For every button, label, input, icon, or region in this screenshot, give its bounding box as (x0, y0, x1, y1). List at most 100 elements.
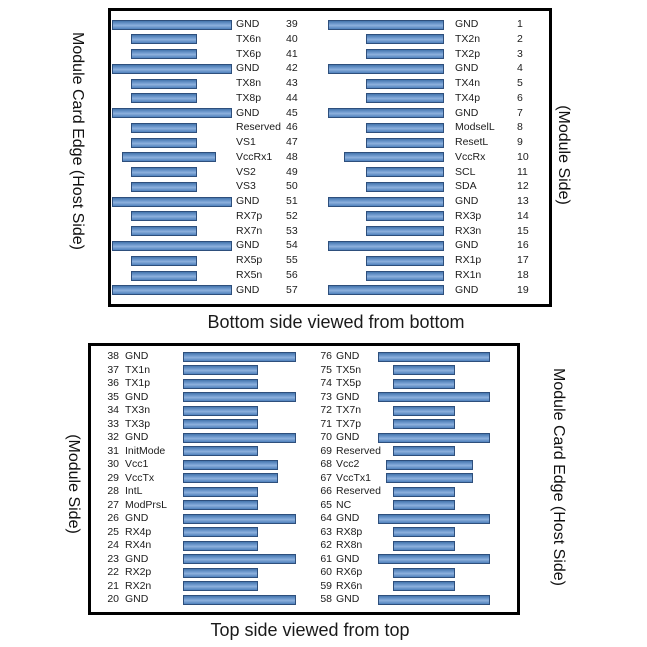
pin-pad-bar (393, 500, 455, 510)
pin-name: Vcc1 (125, 458, 149, 470)
pin-name: RX7n (236, 224, 263, 237)
pin-number: 75 (320, 363, 332, 376)
pin-number: 34 (107, 404, 119, 416)
pin-pad-bar (183, 419, 258, 429)
pin-row-30: 30 Vcc1 (99, 459, 314, 470)
pin-name: VS2 (236, 165, 256, 178)
pin-pad-bar (112, 285, 232, 296)
pin-row-51: GND 51 (112, 196, 322, 207)
pin-pad-bar (366, 78, 444, 89)
pin-pad-bar (131, 255, 197, 266)
pin-name: RX4n (125, 539, 152, 551)
pin-name: GND (236, 106, 260, 119)
pin-pad-bar (393, 446, 455, 456)
pin-name: Reserved (336, 485, 381, 497)
pin-number: 61 (320, 552, 332, 565)
pin-name: GND (125, 552, 149, 565)
pin-row-25: 25 RX4p (99, 525, 314, 538)
pin-row-46: Reserved 46 (112, 122, 322, 133)
pin-number: 68 (320, 458, 332, 470)
pin-row-37: 37 TX1n (99, 363, 314, 376)
pin-number: 11 (517, 165, 528, 178)
pin-number: 37 (107, 363, 119, 376)
pin-name: TX3n (125, 404, 151, 416)
pin-pad-bar (183, 365, 258, 375)
pin-pad-bar (183, 473, 278, 483)
pin-name: TX6p (236, 47, 262, 60)
pin-row-56: RX5n 56 (112, 270, 322, 281)
pin-pad-bar (131, 49, 197, 60)
pin-number: 32 (107, 431, 119, 443)
pin-pad-bar (366, 255, 444, 266)
pin-name: RX6p (336, 566, 363, 578)
pin-name: NC (336, 498, 352, 511)
pin-number: 71 (320, 417, 332, 430)
pin-pad-bar (131, 122, 197, 133)
pin-row-47: VS1 47 (112, 137, 322, 148)
pin-row-13: GND 13 (326, 196, 540, 207)
pin-pad-bar (366, 226, 444, 237)
top-side-left-pin-column: 38 GND 37 TX1n 36 TX1p 35 GND 34 TX3n 33 TX3p 32 GND 3… (99, 351, 314, 605)
pin-name: TX1n (125, 363, 151, 376)
pin-pad-bar (183, 405, 258, 416)
pin-name: RX5p (236, 254, 263, 267)
pin-pad-bar (183, 594, 296, 605)
pin-name: TX7p (336, 417, 362, 430)
pin-pad-bar (393, 486, 455, 497)
pin-row-36: 36 TX1p (99, 378, 314, 389)
pin-pad-bar (378, 554, 490, 564)
pin-number: 50 (286, 180, 298, 193)
pin-number: 62 (320, 539, 332, 551)
pin-name: Reserved (336, 444, 381, 457)
pin-row-62: 62 RX8n (316, 540, 516, 551)
pin-number: 41 (286, 47, 298, 60)
pin-pad-bar (366, 93, 444, 104)
pin-row-67: 67 VccTx1 (316, 471, 516, 484)
pin-name: GND (236, 18, 260, 30)
pin-row-57: GND 57 (112, 284, 322, 296)
pin-number: 4 (517, 62, 523, 75)
pin-number: 69 (320, 444, 332, 457)
pin-row-31: 31 InitMode (99, 445, 314, 457)
pin-number: 22 (107, 566, 119, 578)
pin-pad-bar (183, 432, 296, 443)
pin-number: 10 (517, 150, 529, 163)
pin-pad-bar (131, 211, 197, 222)
pin-pad-bar (366, 137, 444, 148)
pin-name: GND (455, 62, 479, 75)
pin-number: 25 (107, 525, 119, 538)
pin-name: RX6n (336, 579, 363, 592)
pin-row-43: TX8n 43 (112, 78, 322, 89)
pin-pad-bar (328, 63, 444, 74)
pin-number: 64 (320, 512, 332, 524)
pin-number: 29 (107, 471, 119, 484)
pin-name: GND (125, 431, 149, 443)
pin-name: GND (125, 512, 149, 524)
pin-row-10: VccRx 10 (326, 150, 540, 163)
pin-pad-bar (378, 594, 490, 605)
pin-pad-bar (183, 513, 296, 524)
pin-number: 67 (320, 471, 332, 484)
pin-name: GND (336, 593, 360, 605)
pin-number: 59 (320, 579, 332, 592)
bottom-panel-right-side-label: Module Card Edge (Host Side) (550, 368, 567, 586)
pin-pad-bar (328, 196, 444, 207)
pin-number: 65 (320, 498, 332, 511)
pin-name: TX4n (455, 77, 481, 90)
pin-row-76: 76 GND (316, 351, 516, 362)
pin-number: 18 (517, 269, 529, 282)
pin-pad-bar (183, 567, 258, 578)
pin-number: 6 (517, 91, 523, 104)
pin-row-55: RX5p 55 (112, 255, 322, 266)
pin-row-4: GND 4 (326, 63, 540, 74)
pin-name: VS3 (236, 180, 256, 193)
pin-row-26: 26 GND (99, 513, 314, 524)
pin-row-5: TX4n 5 (326, 78, 540, 89)
pin-row-65: 65 NC (316, 498, 516, 511)
pin-pad-bar (393, 540, 455, 551)
pin-pad-bar (131, 34, 197, 45)
pin-row-66: 66 Reserved (316, 486, 516, 497)
pin-row-61: 61 GND (316, 552, 516, 565)
bottom-side-caption: Bottom side viewed from bottom (207, 312, 465, 332)
pin-pad-bar (112, 19, 232, 30)
